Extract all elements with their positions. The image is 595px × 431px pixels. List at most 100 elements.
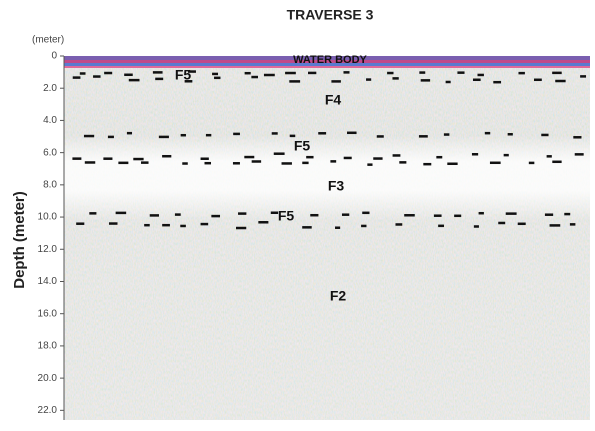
reflector-dash bbox=[342, 213, 349, 216]
y-tick-label: 22.0 bbox=[38, 405, 58, 416]
reflector-dash bbox=[552, 161, 561, 164]
reflector-dash bbox=[392, 77, 398, 80]
reflector-dash bbox=[454, 215, 461, 218]
reflector-dash bbox=[233, 133, 240, 136]
reflector-dash bbox=[264, 74, 275, 77]
reflector-dash bbox=[89, 212, 96, 215]
reflector-dash bbox=[103, 157, 112, 160]
reflector-dash bbox=[472, 153, 478, 156]
reflector-dash bbox=[493, 81, 501, 84]
y-tick-label: 16.0 bbox=[38, 308, 58, 319]
y-tick-label: 20.0 bbox=[38, 373, 58, 384]
reflector-dash bbox=[506, 212, 517, 215]
reflector-dash bbox=[306, 156, 313, 159]
reflector-dash bbox=[84, 135, 94, 138]
y-unit: (meter) bbox=[32, 35, 64, 46]
reflector-dash bbox=[419, 135, 428, 138]
reflector-dash bbox=[498, 222, 505, 225]
reflector-dash bbox=[85, 161, 95, 164]
reflector-dash bbox=[244, 156, 254, 159]
reflector-dash bbox=[116, 212, 127, 215]
reflector-dash bbox=[206, 134, 211, 137]
reflector-dash bbox=[344, 157, 352, 160]
reflector-dash bbox=[404, 214, 415, 217]
reflector-dash bbox=[335, 226, 340, 229]
radargram-image bbox=[64, 56, 590, 420]
reflector-dash bbox=[141, 161, 149, 164]
reflector-dash bbox=[547, 155, 552, 158]
reflector-dash bbox=[233, 162, 240, 165]
reflector-dash bbox=[366, 78, 371, 81]
reflector-dash bbox=[550, 224, 561, 227]
reflector-dash bbox=[73, 76, 81, 79]
reflector-dash bbox=[580, 75, 586, 78]
reflector-dash bbox=[331, 80, 340, 83]
reflector-dash bbox=[573, 136, 581, 139]
reflector-dash bbox=[438, 225, 444, 228]
reflector-dash bbox=[211, 215, 220, 218]
y-tick-label: 6.0 bbox=[43, 147, 57, 158]
reflector-dash bbox=[76, 222, 84, 225]
reflector-dash bbox=[238, 212, 246, 215]
reflector-dash bbox=[377, 135, 384, 138]
reflector-dash bbox=[144, 224, 150, 227]
reflector-dash bbox=[479, 212, 484, 215]
y-axis-label: Depth (meter) bbox=[11, 191, 28, 289]
reflector-dash bbox=[367, 163, 372, 166]
reflector-dash bbox=[129, 79, 140, 82]
reflector-dash bbox=[473, 79, 481, 82]
reflector-dash bbox=[477, 74, 483, 77]
reflector-dash bbox=[272, 132, 278, 135]
reflector-dash bbox=[212, 73, 218, 76]
reflector-dash bbox=[153, 71, 163, 74]
reflector-dash bbox=[251, 76, 258, 79]
layer-label: F5 bbox=[175, 67, 192, 83]
reflector-dash bbox=[575, 153, 584, 156]
layer-label: F4 bbox=[325, 92, 342, 108]
reflector-dash bbox=[80, 72, 86, 75]
reflector-dash bbox=[150, 214, 159, 217]
reflector-dash bbox=[289, 80, 300, 83]
reflector-dash bbox=[258, 221, 268, 224]
reflector-dash bbox=[447, 163, 457, 166]
reflector-dash bbox=[93, 75, 100, 78]
reflector-dash bbox=[564, 213, 570, 216]
reflector-dash bbox=[444, 133, 449, 136]
reflector-dash bbox=[362, 212, 369, 215]
reflector-dash bbox=[490, 162, 501, 165]
reflector-dash bbox=[518, 223, 526, 226]
reflector-dash bbox=[387, 72, 393, 75]
reflector-dash bbox=[162, 155, 171, 158]
reflector-dash bbox=[361, 225, 366, 228]
reflector-dash bbox=[318, 132, 326, 135]
reflector-dash bbox=[570, 223, 575, 226]
reflector-dash bbox=[155, 78, 163, 81]
reflector-dash bbox=[343, 71, 349, 74]
reflector-dash bbox=[118, 162, 128, 165]
reflector-dash bbox=[159, 136, 169, 139]
reflector-dash bbox=[72, 157, 81, 160]
y-tick-label: 4.0 bbox=[43, 115, 57, 126]
reflector-dash bbox=[434, 214, 442, 217]
reflector-dash bbox=[205, 162, 212, 165]
reflector-dash bbox=[236, 227, 246, 230]
reflector-dash bbox=[373, 157, 382, 160]
chart-title: TRAVERSE 3 bbox=[287, 7, 374, 23]
layer-label: F5 bbox=[278, 208, 295, 224]
reflector-dash bbox=[133, 158, 143, 161]
reflector-dash bbox=[474, 225, 479, 228]
reflector-dash bbox=[545, 213, 553, 216]
reflector-dash bbox=[214, 77, 220, 80]
y-tick-label: 8.0 bbox=[43, 179, 57, 190]
reflector-dash bbox=[124, 74, 133, 77]
reflector-dash bbox=[302, 162, 308, 165]
reflector-dash bbox=[508, 133, 513, 136]
layer-label: WATER BODY bbox=[293, 54, 367, 66]
reflector-dash bbox=[552, 72, 562, 75]
reflector-dash bbox=[457, 71, 464, 74]
reflector-dash bbox=[541, 134, 548, 137]
reflector-dash bbox=[395, 223, 402, 226]
water-band bbox=[64, 66, 590, 68]
reflector-dash bbox=[109, 222, 118, 225]
reflector-dash bbox=[504, 154, 509, 157]
